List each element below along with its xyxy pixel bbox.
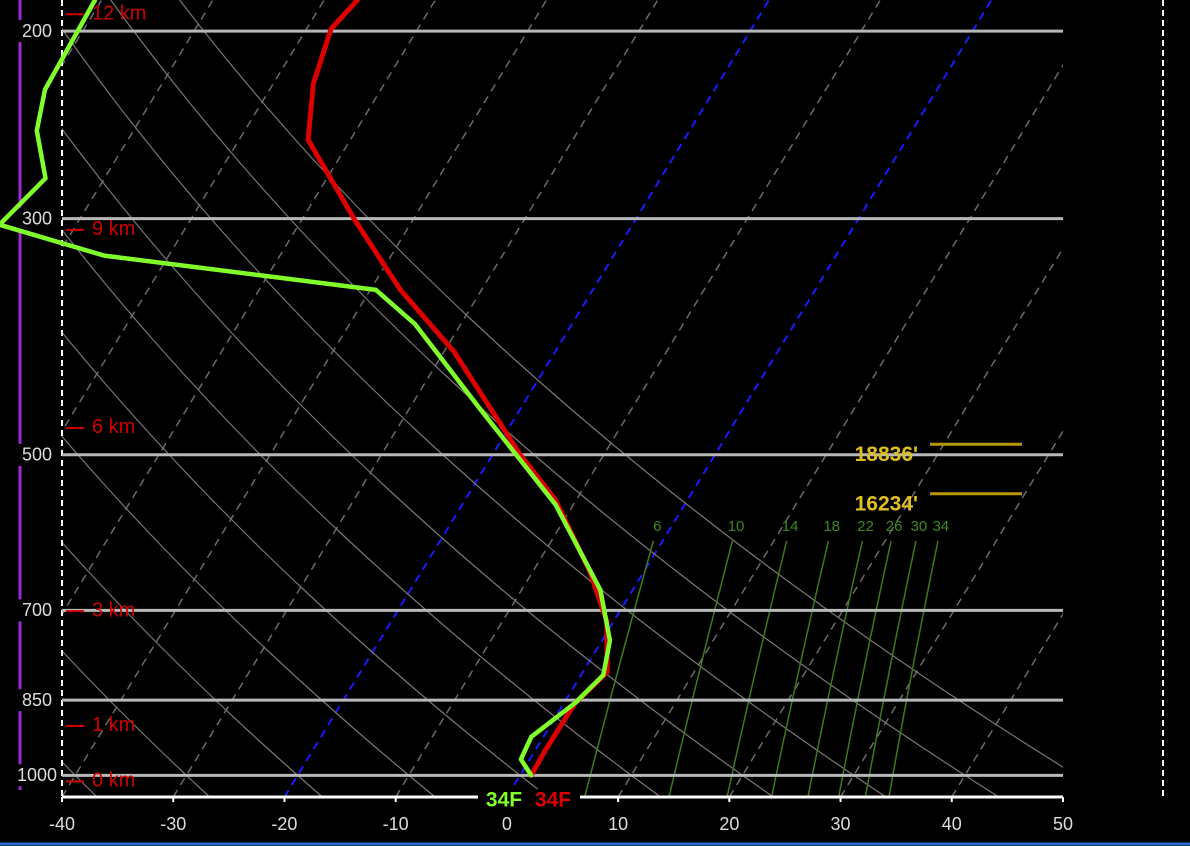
surface-temperature-label: 34F [535,789,571,812]
mixing-ratio-label: 18 [823,518,840,535]
isotherm [283,0,770,797]
isotherm [839,429,1063,797]
x-tick-label: 40 [942,814,962,834]
height-label: 6 km [92,416,135,438]
mixing-ratio-label: 26 [886,518,903,535]
height-label: 3 km [92,599,135,621]
isotherm [617,63,1063,797]
mixing-ratio-line [668,540,734,797]
y-tick-label: 700 [22,600,52,620]
y-tick-label: 850 [22,690,52,710]
y-tick-label: 500 [22,445,52,465]
isotherm [395,0,881,797]
mixing-ratio-line [770,540,830,797]
y-tick-label: 1000 [17,765,57,785]
label-bg [14,764,60,787]
isotherm [62,0,325,433]
dry-adiabat [62,541,323,797]
isotherm [62,0,436,616]
x-tick-label: 0 [502,814,512,834]
level-label: 18836' [855,443,918,466]
mixing-ratio-line [726,540,788,797]
x-tick-label: 10 [608,814,628,834]
background-grid [62,0,1063,797]
mixing-ratio-label: 34 [932,518,949,535]
mixing-ratio-line [888,540,939,797]
label-bg [14,599,60,622]
level-label: 16234' [855,492,918,515]
x-tick-label: -40 [49,814,75,834]
mixing-ratio-label: 22 [857,518,874,535]
height-label: 1 km [92,714,135,736]
mixing-ratio-label: 6 [653,518,661,535]
mixing-ratio-line [807,540,864,797]
x-tick-label: -10 [383,814,409,834]
label-bg [478,789,580,813]
x-tick-label: 30 [831,814,851,834]
x-tick-label: 20 [719,814,739,834]
isotherm [728,246,1063,797]
x-tick-label: -20 [271,814,297,834]
isotherm [172,0,659,797]
dry-adiabat [62,331,549,797]
height-label: 9 km [92,218,135,240]
isotherm [506,0,993,797]
height-label: 0 km [92,770,135,792]
label-bg [14,443,60,466]
isotherm [951,612,1063,797]
dry-adiabat [178,0,1063,768]
label-bg [14,207,60,230]
dry-adiabat [62,650,211,797]
isotherm [62,0,214,250]
mixing-ratio-label: 30 [911,518,928,535]
mixing-ratio-line [837,540,892,797]
y-tick-label: 300 [22,208,52,228]
label-bg [14,689,60,712]
x-tick-label: -30 [160,814,186,834]
dry-adiabat [62,228,661,797]
height-label: 12 km [92,2,146,24]
isotherm [62,0,548,797]
label-bg [14,20,60,43]
mixing-ratio-line [583,540,655,797]
dewpoint-line [0,0,613,778]
dry-adiabat [62,27,887,797]
dry-adiabat [62,435,436,797]
mixing-ratio-line [864,540,917,797]
x-tick-label: 50 [1053,814,1073,834]
dry-adiabat [62,127,774,797]
mixing-ratio-label: 10 [728,518,745,535]
mixing-ratio-label: 14 [782,518,799,535]
surface-dewpoint-label: 34F [486,789,522,812]
y-tick-label: 200 [22,21,52,41]
